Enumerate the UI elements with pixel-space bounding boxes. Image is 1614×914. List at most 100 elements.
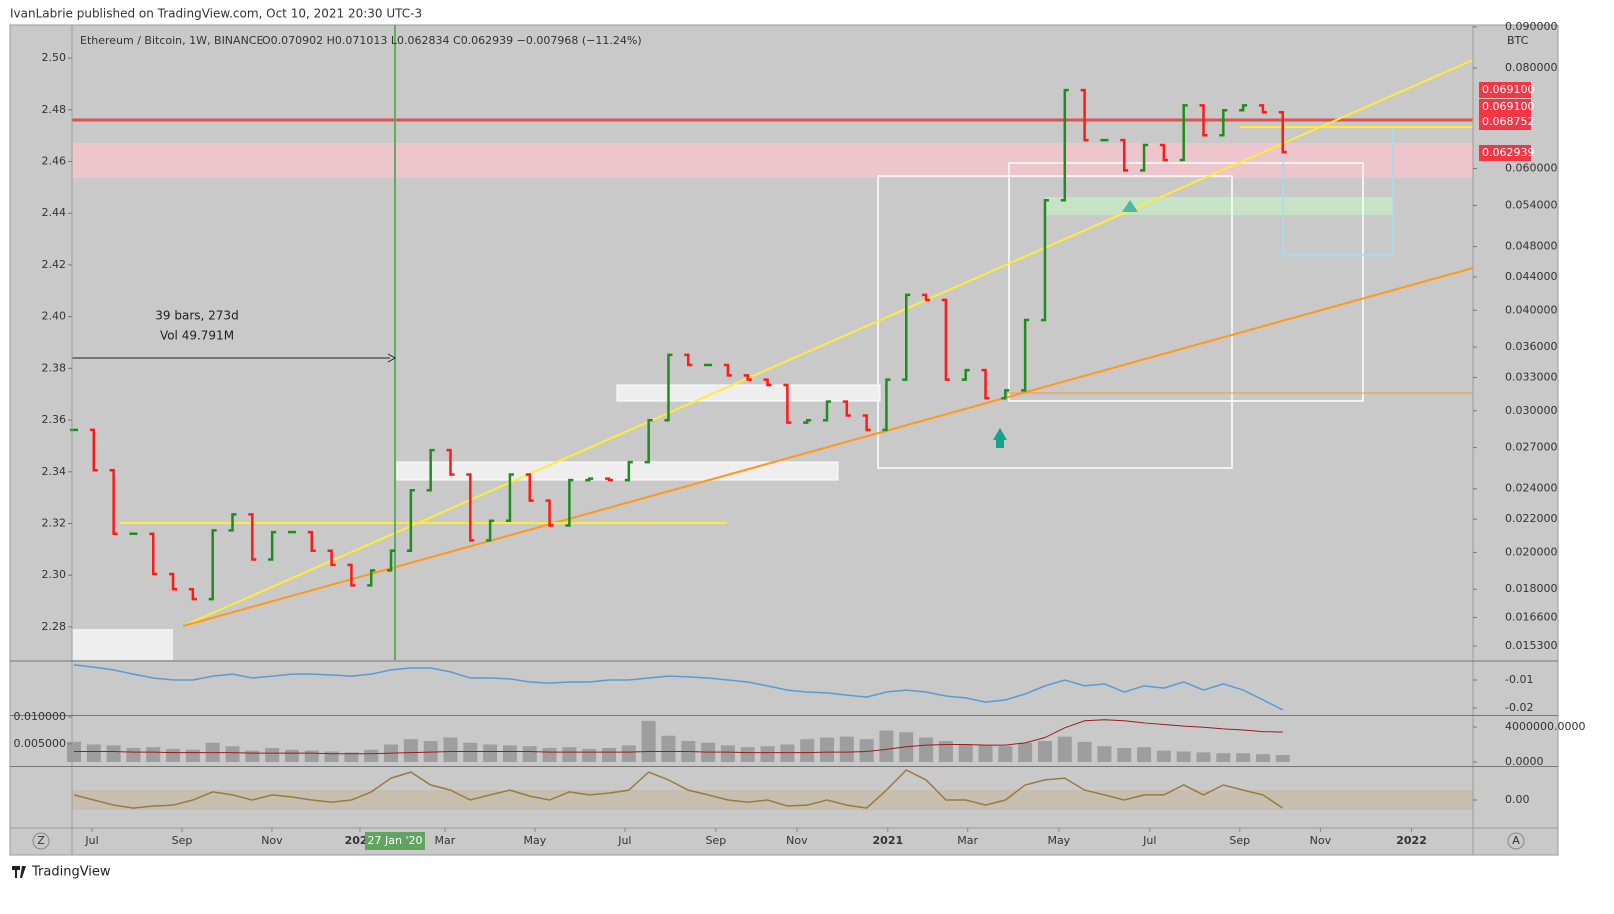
volume-bar — [1057, 736, 1072, 762]
x-tick-label: Jul — [617, 834, 631, 847]
price-label-bg — [1479, 99, 1531, 115]
auto-button-label[interactable]: A — [1512, 834, 1520, 847]
price-bar — [783, 383, 792, 424]
y-tick-label: 0.033000 — [1505, 370, 1558, 383]
price-bar — [941, 298, 950, 381]
price-bar — [585, 477, 594, 482]
volume-bar — [443, 737, 458, 762]
price-bar — [605, 477, 614, 482]
indicator-line — [73, 719, 1283, 755]
price-bar — [902, 293, 911, 381]
volume-bar — [859, 739, 874, 762]
price-bar — [723, 363, 732, 377]
volume-bar — [423, 741, 438, 762]
annotation: Vol 49.791M — [160, 329, 234, 343]
trendline — [182, 59, 1474, 627]
price-bar — [1080, 88, 1089, 142]
volume-bar — [364, 749, 379, 762]
price-bar — [149, 532, 158, 576]
x-tick-label: Sep — [172, 834, 193, 847]
volume-bar — [740, 747, 755, 762]
y-tick-label: 0.00 — [1505, 793, 1530, 806]
price-bar — [763, 378, 772, 387]
price-bar — [466, 473, 475, 542]
pink-zone — [72, 143, 1473, 178]
price-bar — [961, 368, 970, 381]
volume-bar — [562, 747, 577, 762]
price-label-bg — [1479, 114, 1531, 130]
signal-arrow — [993, 428, 1007, 448]
y-tick-label: 0.018000 — [1505, 582, 1558, 595]
x-tick-label: 2021 — [873, 834, 904, 847]
price-bar — [1140, 143, 1149, 172]
y-tick-label: 0.005000 — [14, 737, 67, 750]
price-bar — [1239, 104, 1248, 112]
price-bar — [624, 460, 633, 482]
price-bar — [922, 293, 931, 302]
header: IvanLabrie published on TradingView.com,… — [10, 7, 422, 21]
box — [396, 461, 839, 481]
volume-bar — [245, 750, 260, 762]
indicator-line — [73, 664, 1284, 711]
volume-bar — [463, 742, 478, 762]
volume-bar — [542, 748, 557, 762]
crosshair-label: 27 Jan '20 — [368, 834, 423, 847]
price-bar — [684, 353, 693, 367]
price-bar — [1060, 88, 1069, 202]
box — [616, 384, 881, 402]
price-bar — [981, 368, 990, 400]
y-tick-label: 2.36 — [42, 413, 67, 426]
ohlc-legend: O0.070902 H0.071013 L0.062834 C0.062939 … — [262, 34, 642, 47]
volume-bar — [403, 739, 418, 762]
volume-bar — [661, 735, 676, 762]
measure-arrow-head — [387, 353, 397, 363]
x-tick-label: Sep — [1229, 834, 1250, 847]
y-tick-label: 0.040000 — [1505, 303, 1558, 316]
price-bar — [387, 549, 396, 572]
volume-bar — [582, 748, 597, 762]
volume-bar — [1117, 748, 1132, 762]
y-tick-label: 2.32 — [42, 516, 67, 529]
symbol-title: Ethereum / Bitcoin, 1W, BINANCE — [80, 34, 263, 47]
y-tick-label: 2.48 — [42, 103, 67, 116]
zoom-button-label[interactable]: Z — [37, 834, 45, 847]
y-tick-label: -0.02 — [1505, 701, 1533, 714]
band — [72, 790, 1473, 810]
volume-bar — [958, 744, 973, 762]
zoom-button[interactable] — [32, 832, 50, 850]
y-tick-label: -0.01 — [1505, 673, 1533, 686]
auto-button[interactable] — [1507, 832, 1525, 850]
price-bar — [109, 469, 118, 535]
volume-bar — [839, 736, 854, 762]
y-tick-label: 0.036000 — [1505, 340, 1558, 353]
volume-bar — [780, 744, 795, 762]
volume-bar — [919, 737, 934, 762]
volume-bar — [998, 746, 1013, 762]
volume-bar — [879, 730, 894, 762]
volume-bar — [641, 720, 656, 762]
y-tick-label: 2.50 — [42, 51, 67, 64]
axis-unit: BTC — [1507, 34, 1529, 47]
price-bar — [822, 400, 831, 422]
volume-bar — [1037, 741, 1052, 762]
volume-bar — [86, 744, 101, 762]
volume-bar — [225, 746, 240, 762]
x-tick-label: Jul — [84, 834, 98, 847]
volume-bar — [106, 745, 121, 762]
volume-bar — [760, 746, 775, 762]
price-bar — [406, 488, 415, 552]
volume-bar — [344, 752, 359, 762]
x-tick-label: May — [524, 834, 547, 847]
price-bar — [367, 569, 376, 587]
volume-bar — [938, 741, 953, 762]
annotation: 39 bars, 273d — [155, 309, 238, 323]
x-tick-label: Jul — [1142, 834, 1156, 847]
price-label: 0.062939 — [1482, 146, 1535, 159]
price-bar — [347, 563, 356, 587]
volume-bar — [1236, 753, 1251, 762]
price-bar — [1219, 109, 1228, 137]
price-bar — [545, 499, 554, 527]
price-bar — [842, 400, 851, 417]
